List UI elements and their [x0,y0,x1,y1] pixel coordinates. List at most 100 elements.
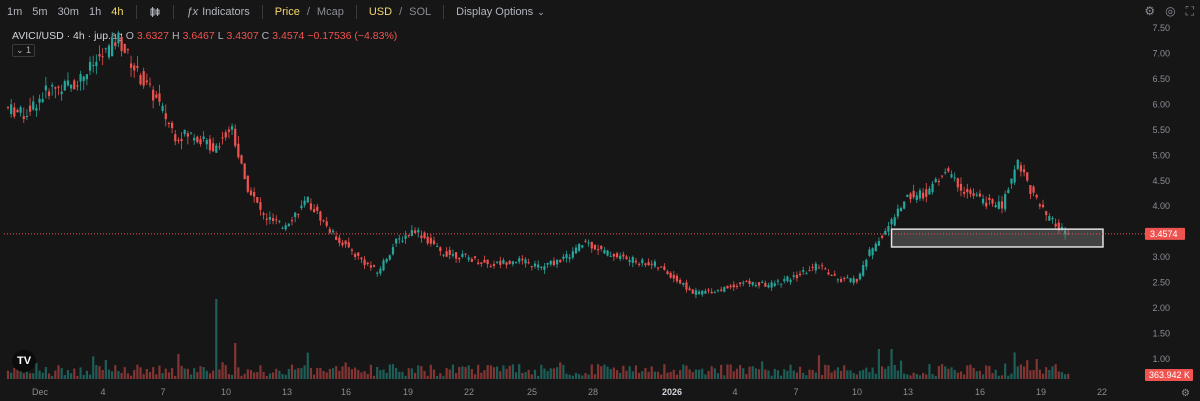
volume-bar [88,374,92,379]
candle [376,271,379,277]
candle [126,48,130,54]
candle-body [499,260,502,265]
volume-bar [852,373,855,379]
volume-bar [429,364,432,379]
screenshot-icon[interactable]: ◎ [1165,4,1176,18]
volume-bar [202,367,205,379]
candle [372,264,376,268]
volume-bar [66,370,70,379]
indicators-button[interactable]: ƒx Indicators [182,6,253,18]
candle [922,188,925,201]
candle-body [366,262,369,264]
candle-body [177,139,180,141]
timeframe-1m[interactable]: 1m [7,6,23,18]
sol-option[interactable]: SOL [409,6,432,18]
x-tick-label: 28 [588,387,598,397]
candle-body [656,267,660,269]
candle [969,187,972,198]
volume-bar [41,372,44,379]
candle [1048,213,1051,221]
volume-bar [600,366,603,379]
candle [142,67,145,89]
mcap-option[interactable]: Mcap [316,6,344,18]
candle-body [776,280,780,282]
candle [786,275,789,283]
volume-bar [909,375,912,379]
candle [271,213,275,225]
candle [761,280,764,284]
settings-icon[interactable]: ⚙ [1144,4,1156,18]
volume-bar [543,368,546,379]
volume-bar [956,372,959,379]
candle-body [164,113,167,120]
price-option[interactable]: Price [274,6,300,18]
usd-option[interactable]: USD [368,6,393,18]
candle [770,280,773,291]
volume-bar [240,375,243,379]
price-chart[interactable]: 7.507.006.506.005.505.004.504.003.503.00… [0,24,1200,401]
toolbar-divider [136,5,138,19]
candle [199,135,202,147]
candle [6,106,10,110]
volume-bar [107,369,111,379]
volume-bar [530,374,533,379]
candle [189,132,193,135]
candle-body [811,266,814,268]
timeframe-4h[interactable]: 4h [111,6,124,18]
candle-body [691,289,694,294]
volume-bar [767,370,770,379]
display-options-button[interactable]: Display Options ⌄ [452,6,549,18]
volume-bar [827,365,830,379]
candles [6,30,1070,299]
candle [262,211,265,220]
candle-body [186,133,189,137]
candle [407,234,410,238]
candle-body [208,139,212,151]
volume-bar [527,369,530,379]
candle-body [707,289,710,291]
price-mcap-toggle[interactable]: Price / Mcap [274,6,344,18]
candle [896,204,899,220]
volume-bar [858,370,862,379]
candle-body [615,253,619,258]
candle [312,204,316,213]
candle-body [732,284,735,288]
candle-body [609,255,612,257]
candle-type-button[interactable] [145,6,165,18]
currency-toggle[interactable]: USD / SOL [368,6,432,18]
volume-bar [1032,369,1035,379]
volume-bar [1060,372,1064,379]
volume-bar [1013,352,1016,379]
support-zone-box[interactable] [890,228,1104,248]
candle [464,253,467,258]
change-value: −0.17536 (−4.83%) [307,30,398,42]
candle-body [95,61,98,67]
candle-body [486,259,489,265]
candle-body [846,277,849,279]
volume-bar [647,371,650,379]
timeframe-1h[interactable]: 1h [88,6,102,18]
volume-bar [953,369,956,379]
candle-body [237,143,240,158]
candle [234,124,237,148]
candle-body [148,83,152,85]
candle-body [697,291,701,295]
series-collapse-badge[interactable]: ⌄ 1 [12,44,36,57]
candle [186,130,189,145]
volume-bar [729,364,732,379]
volume-bar [751,366,754,379]
axis-settings-icon[interactable]: ⚙ [1181,388,1190,399]
candle-body [745,281,748,283]
volume-bar [546,371,549,379]
fullscreen-icon[interactable]: ⛶ [1185,4,1194,18]
volume-bar [423,370,426,379]
timeframe-30m[interactable]: 30m [57,6,79,18]
candle [549,259,552,267]
candle-body [786,276,789,282]
candle-body [278,220,281,222]
x-tick-label: 13 [282,387,292,397]
timeframe-5m[interactable]: 5m [32,6,48,18]
candle-body [682,282,685,285]
candle-body [1022,169,1026,173]
candle-body [338,237,341,243]
